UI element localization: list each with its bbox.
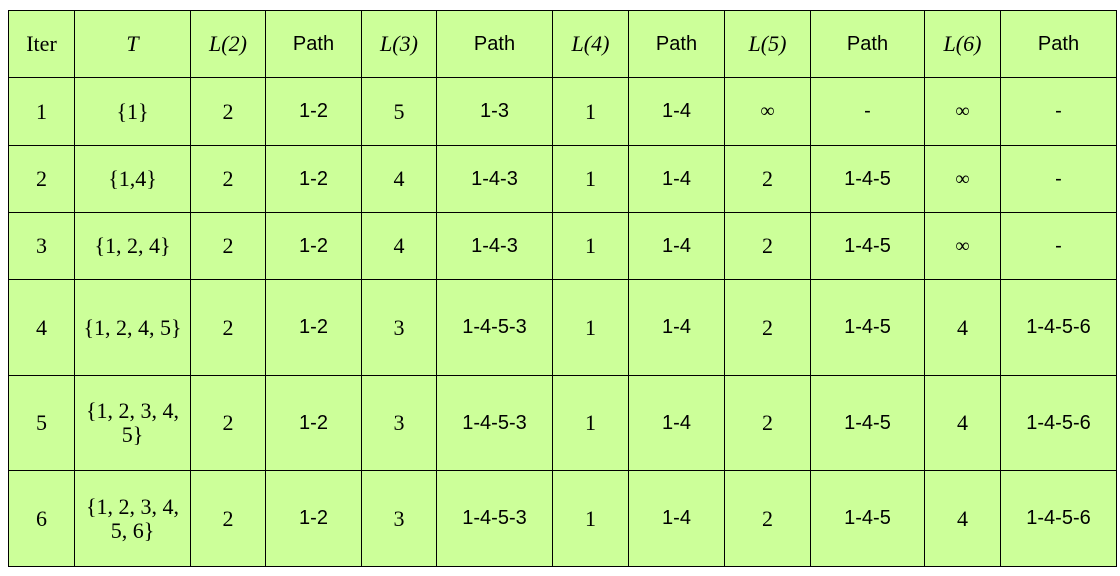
cell-path-5: 1-4-5 — [810, 470, 925, 567]
cell-l4: 1 — [552, 212, 629, 280]
cell-path-6: - — [1000, 145, 1117, 213]
cell-path-4: 1-4 — [628, 375, 725, 471]
header-row: Iter T L(2) Path L(3) Path L(4) Path L(5… — [8, 10, 1117, 78]
cell-l2: 2 — [190, 279, 266, 376]
cell-path-4: 1-4 — [628, 470, 725, 567]
cell-t: {1, 2, 3, 4, 5, 6} — [74, 470, 191, 567]
cell-path-2: 1-2 — [265, 279, 362, 376]
cell-iter: 1 — [8, 77, 75, 146]
cell-l4: 1 — [552, 375, 629, 471]
table-row: 4 {1, 2, 4, 5} 2 1-2 3 1-4-5-3 1 1-4 2 1… — [8, 279, 1117, 376]
cell-path-4: 1-4 — [628, 279, 725, 376]
cell-l2: 2 — [190, 145, 266, 213]
table-row: 5 {1, 2, 3, 4, 5} 2 1-2 3 1-4-5-3 1 1-4 … — [8, 375, 1117, 471]
cell-t: {1, 2, 4, 5} — [74, 279, 191, 376]
cell-l2: 2 — [190, 212, 266, 280]
cell-path-2: 1-2 — [265, 470, 362, 567]
cell-l4: 1 — [552, 145, 629, 213]
table-row: 1 {1} 2 1-2 5 1-3 1 1-4 ∞ - ∞ - — [8, 77, 1117, 146]
cell-l3: 5 — [361, 77, 437, 146]
cell-l5: 2 — [724, 375, 811, 471]
cell-path-4: 1-4 — [628, 212, 725, 280]
cell-l5: 2 — [724, 470, 811, 567]
cell-t: {1, 2, 3, 4, 5} — [74, 375, 191, 471]
cell-path-3: 1-4-3 — [436, 212, 553, 280]
header-path-5: Path — [810, 10, 925, 78]
header-path-6: Path — [1000, 10, 1117, 78]
cell-path-5: 1-4-5 — [810, 375, 925, 471]
cell-path-5: 1-4-5 — [810, 145, 925, 213]
cell-l6: 4 — [924, 375, 1001, 471]
cell-path-5: - — [810, 77, 925, 146]
cell-l2: 2 — [190, 375, 266, 471]
cell-path-4: 1-4 — [628, 145, 725, 213]
cell-l6: ∞ — [924, 145, 1001, 213]
cell-path-3: 1-4-3 — [436, 145, 553, 213]
cell-l4: 1 — [552, 77, 629, 146]
cell-t: {1} — [74, 77, 191, 146]
header-path-4: Path — [628, 10, 725, 78]
cell-l5: 2 — [724, 145, 811, 213]
header-l6: L(6) — [924, 10, 1001, 78]
cell-l5: 2 — [724, 212, 811, 280]
cell-iter: 2 — [8, 145, 75, 213]
header-l2: L(2) — [190, 10, 266, 78]
table-row: 6 {1, 2, 3, 4, 5, 6} 2 1-2 3 1-4-5-3 1 1… — [8, 470, 1117, 567]
cell-l6: ∞ — [924, 212, 1001, 280]
cell-l3: 3 — [361, 470, 437, 567]
header-path-3: Path — [436, 10, 553, 78]
header-t: T — [74, 10, 191, 78]
cell-l6: 4 — [924, 279, 1001, 376]
cell-path-3: 1-4-5-3 — [436, 279, 553, 376]
cell-l3: 4 — [361, 145, 437, 213]
cell-l2: 2 — [190, 470, 266, 567]
cell-iter: 4 — [8, 279, 75, 376]
cell-path-6: 1-4-5-6 — [1000, 470, 1117, 567]
cell-path-6: 1-4-5-6 — [1000, 375, 1117, 471]
cell-l3: 4 — [361, 212, 437, 280]
cell-path-5: 1-4-5 — [810, 212, 925, 280]
cell-path-5: 1-4-5 — [810, 279, 925, 376]
dijkstra-table: Iter T L(2) Path L(3) Path L(4) Path L(5… — [8, 10, 1117, 567]
cell-iter: 6 — [8, 470, 75, 567]
cell-l4: 1 — [552, 279, 629, 376]
cell-l6: ∞ — [924, 77, 1001, 146]
cell-t: {1,4} — [74, 145, 191, 213]
cell-path-3: 1-4-5-3 — [436, 470, 553, 567]
cell-path-3: 1-4-5-3 — [436, 375, 553, 471]
cell-path-6: 1-4-5-6 — [1000, 279, 1117, 376]
cell-l5: ∞ — [724, 77, 811, 146]
cell-l4: 1 — [552, 470, 629, 567]
cell-path-2: 1-2 — [265, 145, 362, 213]
cell-path-6: - — [1000, 212, 1117, 280]
cell-path-6: - — [1000, 77, 1117, 146]
header-l4: L(4) — [552, 10, 629, 78]
header-l5: L(5) — [724, 10, 811, 78]
cell-path-2: 1-2 — [265, 375, 362, 471]
cell-iter: 5 — [8, 375, 75, 471]
cell-l3: 3 — [361, 279, 437, 376]
header-iter: Iter — [8, 10, 75, 78]
table-row: 2 {1,4} 2 1-2 4 1-4-3 1 1-4 2 1-4-5 ∞ - — [8, 145, 1117, 213]
cell-l2: 2 — [190, 77, 266, 146]
header-l3: L(3) — [361, 10, 437, 78]
table-row: 3 {1, 2, 4} 2 1-2 4 1-4-3 1 1-4 2 1-4-5 … — [8, 212, 1117, 280]
cell-path-3: 1-3 — [436, 77, 553, 146]
cell-l3: 3 — [361, 375, 437, 471]
cell-iter: 3 — [8, 212, 75, 280]
cell-l5: 2 — [724, 279, 811, 376]
cell-l6: 4 — [924, 470, 1001, 567]
cell-path-4: 1-4 — [628, 77, 725, 146]
header-path-2: Path — [265, 10, 362, 78]
cell-t: {1, 2, 4} — [74, 212, 191, 280]
cell-path-2: 1-2 — [265, 77, 362, 146]
cell-path-2: 1-2 — [265, 212, 362, 280]
